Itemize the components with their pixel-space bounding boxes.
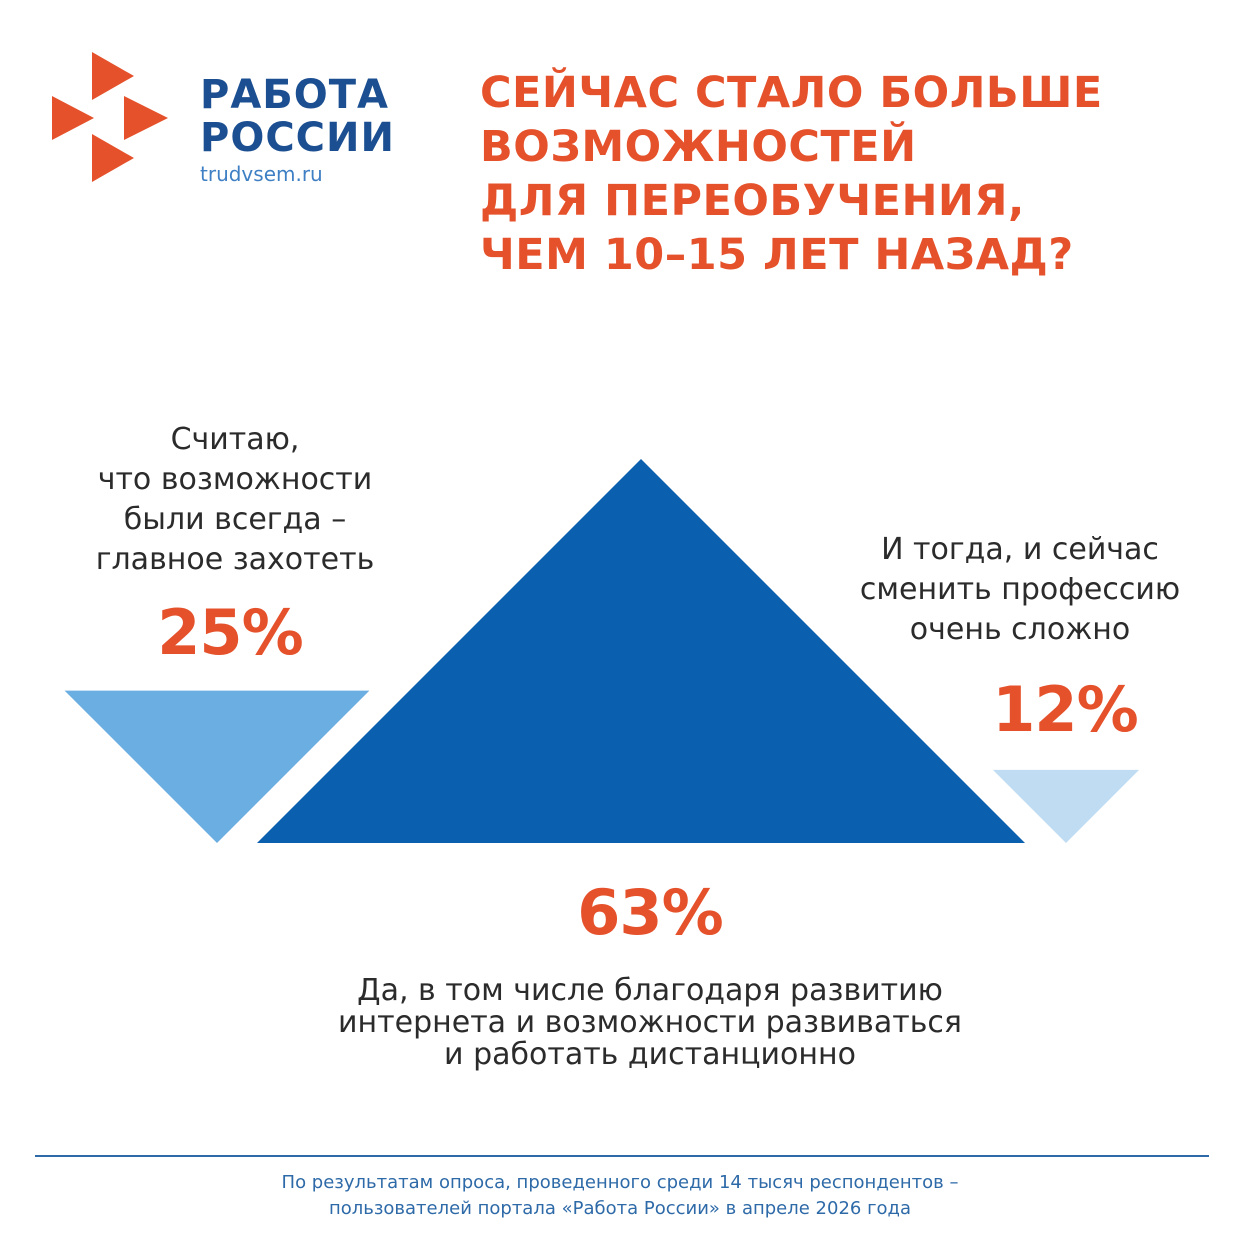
category-label-line: интернета и возможности развиваться (338, 1005, 962, 1040)
category-label-line: Считаю, (170, 422, 300, 457)
logo-arrow-bottom (92, 134, 134, 182)
logo-arrow-top (92, 52, 134, 100)
category-label-line: главное захотеть (95, 542, 375, 577)
title-line-1: СЕЙЧАС СТАЛО БОЛЬШЕ (480, 68, 1103, 118)
value-label-yes: 63% (577, 876, 723, 949)
footnote-line-1: По результатам опроса, проведенного сред… (281, 1172, 959, 1193)
page-title: СЕЙЧАС СТАЛО БОЛЬШЕ ВОЗМОЖНОСТЕЙ ДЛЯ ПЕР… (480, 66, 1220, 282)
logo: РАБОТА РОССИИ trudvsem.ru (200, 74, 395, 189)
category-label-line: И тогда, и сейчас (881, 532, 1159, 567)
footnote-line-2: пользователей портала «Работа России» в … (328, 1198, 912, 1219)
bar-triangle-hard (992, 769, 1140, 843)
category-label-line: что возможности (97, 462, 373, 497)
value-label-always: 25% (157, 596, 303, 669)
value-label-hard: 12% (992, 673, 1138, 746)
logo-arrow-left (52, 96, 94, 140)
category-label-line: Да, в том числе благодаря развитию (357, 973, 943, 1008)
title-line-3: ДЛЯ ПЕРЕОБУЧЕНИЯ, (480, 176, 1025, 226)
category-label-hard: И тогда, и сейчас сменить профессию очен… (820, 530, 1220, 650)
category-label-line: были всегда – (123, 502, 347, 537)
logo-icon (52, 52, 168, 182)
logo-line-2: РОССИИ (200, 115, 395, 161)
category-label-line: сменить профессию (859, 572, 1181, 607)
category-label-line: и работать дистанционно (444, 1037, 856, 1072)
category-label-always: Считаю, что возможности были всегда – гл… (60, 420, 410, 580)
source-footnote: По результатам опроса, проведенного сред… (120, 1170, 1120, 1222)
category-label-line: очень сложно (909, 612, 1131, 647)
logo-line-1: РАБОТА (200, 72, 390, 118)
bar-triangle-always (64, 690, 370, 843)
footer-divider (35, 1155, 1209, 1157)
logo-arrow-right (124, 96, 168, 140)
bar-triangle-yes (257, 459, 1025, 843)
title-line-4: ЧЕМ 10–15 ЛЕТ НАЗАД? (480, 230, 1074, 280)
title-line-2: ВОЗМОЖНОСТЕЙ (480, 122, 917, 172)
category-label-yes: Да, в том числе благодаря развитию интер… (240, 975, 1060, 1071)
logo-url: trudvsem.ru (200, 162, 323, 186)
